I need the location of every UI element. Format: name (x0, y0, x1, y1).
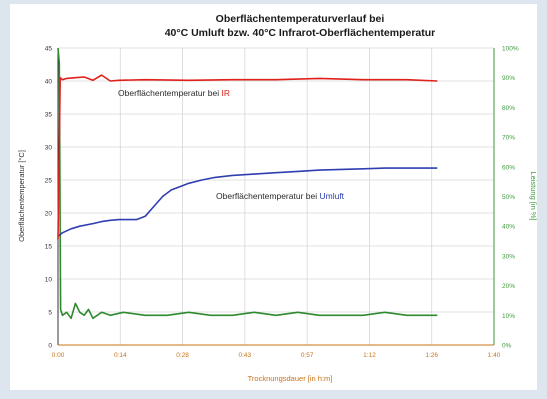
x-tick-label: 0:00 (52, 352, 65, 359)
y-tick-label: 30 (45, 145, 53, 152)
y2-tick-label: 10% (502, 313, 515, 320)
y2-tick-label: 80% (502, 105, 515, 112)
annotation-umluft-highlight: Umluft (319, 191, 344, 201)
y2-tick-label: 100% (502, 46, 519, 53)
y2-axis-label: Leistung [in %] (529, 171, 538, 220)
chart-title-line1: Oberflächentemperaturverlauf bei (216, 13, 385, 25)
annotation-umluft: Oberflächentemperatur bei Umluft (216, 191, 345, 201)
x-tick-label: 0:14 (114, 352, 127, 359)
y-tick-label: 40 (45, 79, 53, 86)
y-tick-label: 0 (48, 343, 52, 350)
annotation-ir: Oberflächentemperatur bei IR (118, 88, 230, 98)
annotation-ir-highlight: IR (221, 88, 230, 98)
y2-tick-label: 40% (502, 224, 515, 231)
y-tick-label: 25 (45, 178, 53, 185)
x-tick-label: 1:40 (488, 352, 501, 359)
y-tick-label: 10 (45, 277, 53, 284)
y-axis-label: Oberflächentemperatur [°C] (17, 150, 26, 242)
y2-tick-label: 20% (502, 283, 515, 290)
y-tick-label: 45 (45, 46, 53, 53)
series-line-ir (57, 74, 438, 240)
annotation-umluft-text: Oberflächentemperatur bei (216, 191, 319, 201)
y2-tick-label: 60% (502, 164, 515, 171)
chart-background (10, 4, 537, 390)
series-line-leistung (57, 47, 438, 320)
series-line-umluft (57, 167, 438, 237)
tick-labels: 0 5 10 15 20 25 30 35 40 45 0:00 0:14 0:28 0:43 0:57 1:… (45, 46, 519, 360)
y-tick-label: 5 (48, 310, 52, 317)
y2-tick-label: 30% (502, 253, 515, 260)
series-layer (57, 47, 438, 320)
y2-tick-label: 70% (502, 135, 515, 142)
y2-tick-label: 90% (502, 75, 515, 82)
x-axis-label: Trocknungsdauer [in h:m] (248, 374, 333, 383)
annotation-ir-text: Oberflächentemperatur bei (118, 88, 221, 98)
y2-tick-label: 50% (502, 194, 515, 201)
x-tick-label: 1:12 (363, 352, 376, 359)
chart-title-line2: 40°C Umluft bzw. 40°C Infrarot-Oberfläch… (165, 27, 436, 39)
y-tick-label: 20 (45, 211, 53, 218)
x-tick-label: 0:43 (239, 352, 252, 359)
x-tick-label: 1:26 (425, 352, 438, 359)
y-tick-label: 15 (45, 244, 53, 251)
x-tick-label: 0:57 (301, 352, 314, 359)
y2-tick-label: 0% (502, 343, 512, 350)
y-tick-label: 35 (45, 112, 53, 119)
x-tick-label: 0:28 (176, 352, 189, 359)
